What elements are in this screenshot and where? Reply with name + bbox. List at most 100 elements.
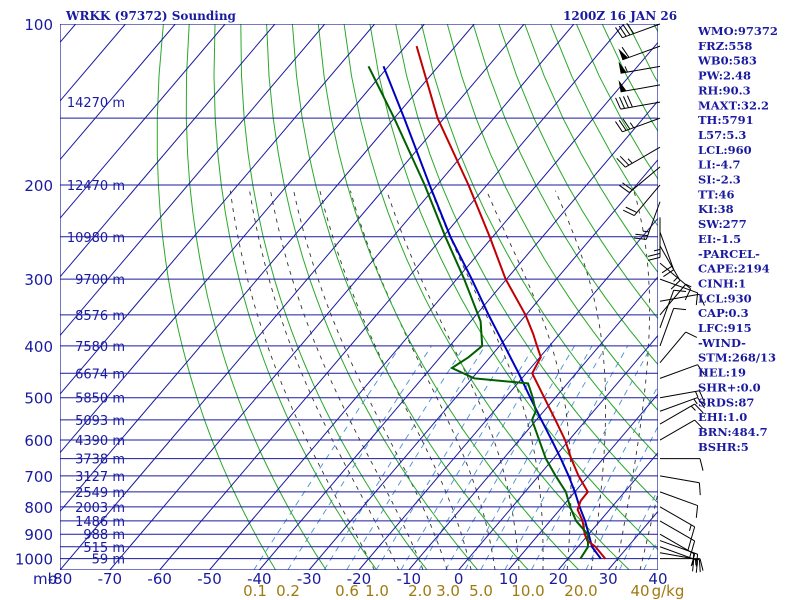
wind-barb-feather xyxy=(694,403,704,414)
wind-barb-feather xyxy=(692,559,695,572)
wind-barb-staff xyxy=(659,475,700,484)
temperature-tick-label: 40 xyxy=(648,570,667,588)
index-line: LCL:930 xyxy=(698,291,752,305)
wind-barb-staff xyxy=(659,533,695,555)
mixing-ratio-line xyxy=(531,345,652,570)
mixing-ratio-line xyxy=(253,345,401,570)
wind-barb-staff xyxy=(659,283,687,316)
wind-barb-half xyxy=(688,524,692,531)
mixing-ratio-label: 0.1 xyxy=(243,582,267,600)
mixing-ratio-line xyxy=(400,345,535,570)
mixing-ratio-label: 40 xyxy=(630,582,649,600)
wind-barb-feather xyxy=(615,121,623,133)
index-line: RH:90.3 xyxy=(698,83,751,97)
wind-barb xyxy=(659,403,704,425)
wind-barb-staff xyxy=(659,278,698,294)
index-line: TH:5791 xyxy=(698,113,754,127)
isotherm-line xyxy=(60,24,326,337)
wind-barb xyxy=(659,262,692,301)
mixing-ratio-label: 10.0 xyxy=(511,582,544,600)
dry-adiabat xyxy=(317,24,580,570)
index-line: HEL:19 xyxy=(698,366,746,380)
wind-barb-feather xyxy=(697,364,705,376)
wind-barb-feather xyxy=(615,97,622,110)
wind-barb xyxy=(615,117,661,133)
moist-adiabat xyxy=(229,190,375,570)
dry-adiabat xyxy=(185,24,327,570)
wind-barb xyxy=(659,419,704,441)
wind-barb xyxy=(659,546,699,573)
wind-barb xyxy=(616,146,661,168)
wind-barb-staff xyxy=(622,23,661,39)
wind-barb-half xyxy=(653,248,661,252)
mixing-ratio-line xyxy=(618,488,658,570)
chart-time: 1200Z 16 JAN 26 xyxy=(563,9,677,23)
wind-barb-feather xyxy=(698,294,705,306)
height-label: 2549 m xyxy=(75,486,125,501)
wind-barb-feather xyxy=(670,280,681,290)
height-label: 4390 m xyxy=(75,434,125,449)
index-line: SHR+:0.0 xyxy=(698,380,761,394)
wind-barb xyxy=(659,231,675,278)
dry-adiabat xyxy=(213,24,378,570)
wind-barb-staff xyxy=(633,184,661,216)
temperature-tick-label: -20 xyxy=(347,570,372,588)
wind-barb-feather xyxy=(622,118,631,130)
isotherm-line xyxy=(458,334,658,570)
height-label: 7580 m xyxy=(75,340,125,355)
wind-barb xyxy=(660,458,704,471)
dry-adiabat xyxy=(395,24,658,504)
temperature-tick-label: 0 xyxy=(454,570,464,588)
pressure-axis-label: mb xyxy=(33,570,57,588)
wind-barb-half xyxy=(690,405,696,411)
isotherm-line xyxy=(60,24,375,395)
isotherm-line xyxy=(60,24,475,513)
index-line: CAPE:2194 xyxy=(698,262,770,276)
wind-barb-feather xyxy=(622,24,631,36)
wind-barb xyxy=(659,397,705,412)
isotherm-line xyxy=(109,24,575,570)
moist-adiabats xyxy=(229,190,658,570)
index-line: CAP:0.3 xyxy=(698,306,749,320)
wind-barb-staff xyxy=(629,166,661,193)
height-label: 3127 m xyxy=(75,470,125,485)
temperature-tick-label: -70 xyxy=(98,570,123,588)
index-line: EI:-1.5 xyxy=(698,232,741,246)
wind-barb xyxy=(659,331,698,364)
wind-barb-feather xyxy=(695,292,699,306)
wind-barb xyxy=(659,520,696,553)
wind-barb-staff xyxy=(625,146,661,168)
parcel-trace xyxy=(382,65,602,560)
dry-adiabat xyxy=(291,24,529,570)
height-label: 3738 m xyxy=(75,453,125,468)
dry-adiabat xyxy=(421,24,658,458)
isotherm-line xyxy=(60,24,176,161)
height-label: 6674 m xyxy=(75,367,125,382)
index-line: TT:46 xyxy=(698,187,735,201)
dry-adiabat xyxy=(240,24,428,570)
wind-barbs xyxy=(615,23,705,573)
mixing-ratio-label: 1.0 xyxy=(365,582,389,600)
wind-barb-feather xyxy=(694,419,704,430)
wind-barb-feather xyxy=(621,46,630,58)
mixing-ratio-lines xyxy=(253,345,658,570)
dry-adiabat xyxy=(783,24,800,570)
wind-barb-staff xyxy=(659,397,698,412)
wind-barb-feather xyxy=(619,96,626,109)
pressure-tick-label: 1000 xyxy=(15,551,53,569)
index-line: KI:38 xyxy=(698,202,734,216)
moist-adiabat xyxy=(270,190,424,570)
grid-lines xyxy=(60,24,658,570)
wind-barb-feather xyxy=(615,27,623,38)
dry-adiabat xyxy=(472,24,658,366)
isotherm-line xyxy=(209,41,658,570)
pressure-tick-label: 300 xyxy=(24,271,53,289)
temperature-tick-label: -30 xyxy=(297,570,322,588)
wind-barb xyxy=(633,201,661,240)
temperature-tick-labels: -80 -70 -60 -50 -40 -30 -20 -10 0 10 20 30 40 xyxy=(48,570,668,588)
height-label: 9700 m xyxy=(75,273,125,288)
wind-barb-feather xyxy=(616,157,626,168)
index-line: -WIND- xyxy=(698,336,746,350)
wind-barb xyxy=(618,61,661,74)
